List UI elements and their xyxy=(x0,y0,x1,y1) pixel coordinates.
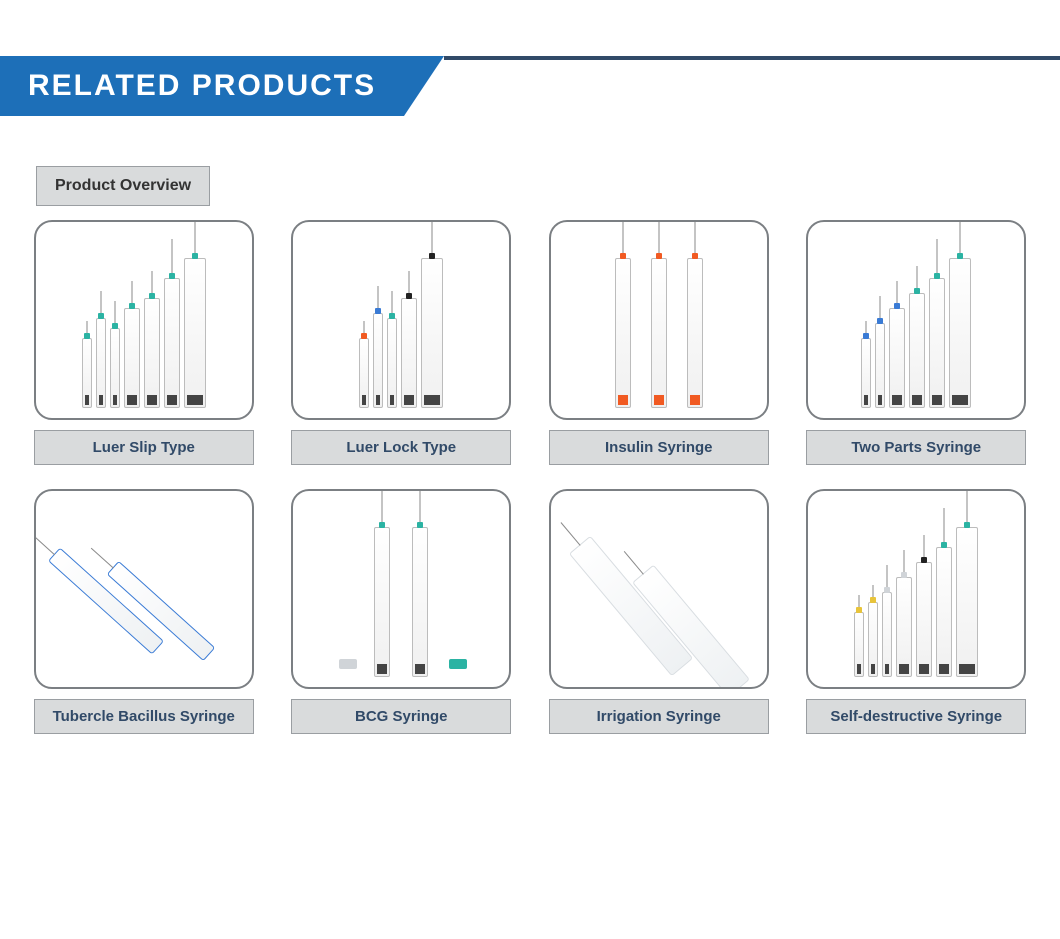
product-thumb-irrigation xyxy=(549,489,769,689)
product-card-tubercle[interactable]: Tubercle Bacillus Syringe xyxy=(30,489,258,734)
product-label-luer-slip: Luer Slip Type xyxy=(34,430,254,465)
product-thumb-luer-slip xyxy=(34,220,254,420)
product-label-tubercle: Tubercle Bacillus Syringe xyxy=(34,699,254,734)
product-label-self-destruct: Self-destructive Syringe xyxy=(806,699,1026,734)
product-thumb-tubercle xyxy=(34,489,254,689)
product-card-luer-lock[interactable]: Luer Lock Type xyxy=(288,220,516,465)
product-card-two-parts[interactable]: Two Parts Syringe xyxy=(803,220,1031,465)
section-title: RELATED PRODUCTS xyxy=(0,56,404,116)
product-label-insulin: Insulin Syringe xyxy=(549,430,769,465)
product-card-irrigation[interactable]: Irrigation Syringe xyxy=(545,489,773,734)
product-label-irrigation: Irrigation Syringe xyxy=(549,699,769,734)
header-angle-decoration xyxy=(404,56,444,116)
product-card-bcg[interactable]: BCG Syringe xyxy=(288,489,516,734)
product-card-luer-slip[interactable]: Luer Slip Type xyxy=(30,220,258,465)
product-thumb-two-parts xyxy=(806,220,1026,420)
product-thumb-bcg xyxy=(291,489,511,689)
product-thumb-self-destruct xyxy=(806,489,1026,689)
product-grid: Luer Slip Type Luer Lock Type Insulin Syri… xyxy=(30,220,1030,734)
header-rule xyxy=(444,56,1060,116)
product-thumb-insulin xyxy=(549,220,769,420)
product-label-two-parts: Two Parts Syringe xyxy=(806,430,1026,465)
section-header: RELATED PRODUCTS xyxy=(0,56,1060,116)
product-label-bcg: BCG Syringe xyxy=(291,699,511,734)
product-overview-tab[interactable]: Product Overview xyxy=(36,166,210,206)
product-card-insulin[interactable]: Insulin Syringe xyxy=(545,220,773,465)
product-card-self-destruct[interactable]: Self-destructive Syringe xyxy=(803,489,1031,734)
product-label-luer-lock: Luer Lock Type xyxy=(291,430,511,465)
content-area: Product Overview Luer Slip Type Luer Lock… xyxy=(0,116,1060,734)
product-thumb-luer-lock xyxy=(291,220,511,420)
